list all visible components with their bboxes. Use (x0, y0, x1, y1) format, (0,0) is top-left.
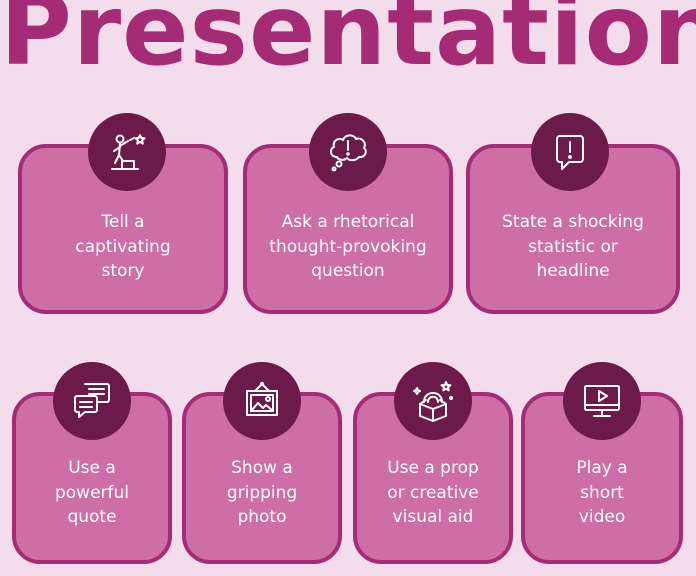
card-text-line: question (311, 261, 385, 281)
card-text-line: visual aid (392, 507, 474, 527)
card-text-line: story (101, 261, 145, 281)
card-text-line: Play a (576, 458, 628, 478)
card-text-line: photo (237, 507, 287, 527)
card-text-line: short (580, 482, 624, 503)
card-text-line: State a shocking (502, 212, 644, 232)
card-text-line: thought-provoking (269, 236, 427, 257)
card-text-line: captivating (75, 236, 171, 257)
card-text-line: video (578, 507, 626, 527)
card-text-line: statistic or (528, 236, 618, 257)
card-text-line: gripping (226, 482, 298, 503)
quote-chat-bubbles-icon (53, 362, 131, 440)
page-title: Presentation (0, 0, 696, 88)
card-text-line: headline (536, 261, 610, 281)
framed-photo-icon (223, 362, 301, 440)
monitor-play-icon (563, 362, 641, 440)
card-text-line: Use a prop (387, 458, 479, 478)
magic-box-rainbow-icon (394, 362, 472, 440)
card-text-line: Use a (68, 458, 116, 478)
card-text-line: Tell a (101, 212, 145, 232)
speech-bubble-exclamation-icon (531, 113, 609, 191)
card-text-line: Ask a rhetorical (281, 212, 415, 232)
card-text-line: or creative (387, 482, 479, 503)
card-gripping-photo: Show a gripping photo (182, 392, 342, 564)
card-text-line: quote (67, 507, 117, 527)
card-text-line: Show a (231, 458, 293, 478)
card-text-line: powerful (54, 482, 130, 503)
person-on-podium-star-icon (88, 113, 166, 191)
thought-bubble-exclamation-icon (309, 113, 387, 191)
